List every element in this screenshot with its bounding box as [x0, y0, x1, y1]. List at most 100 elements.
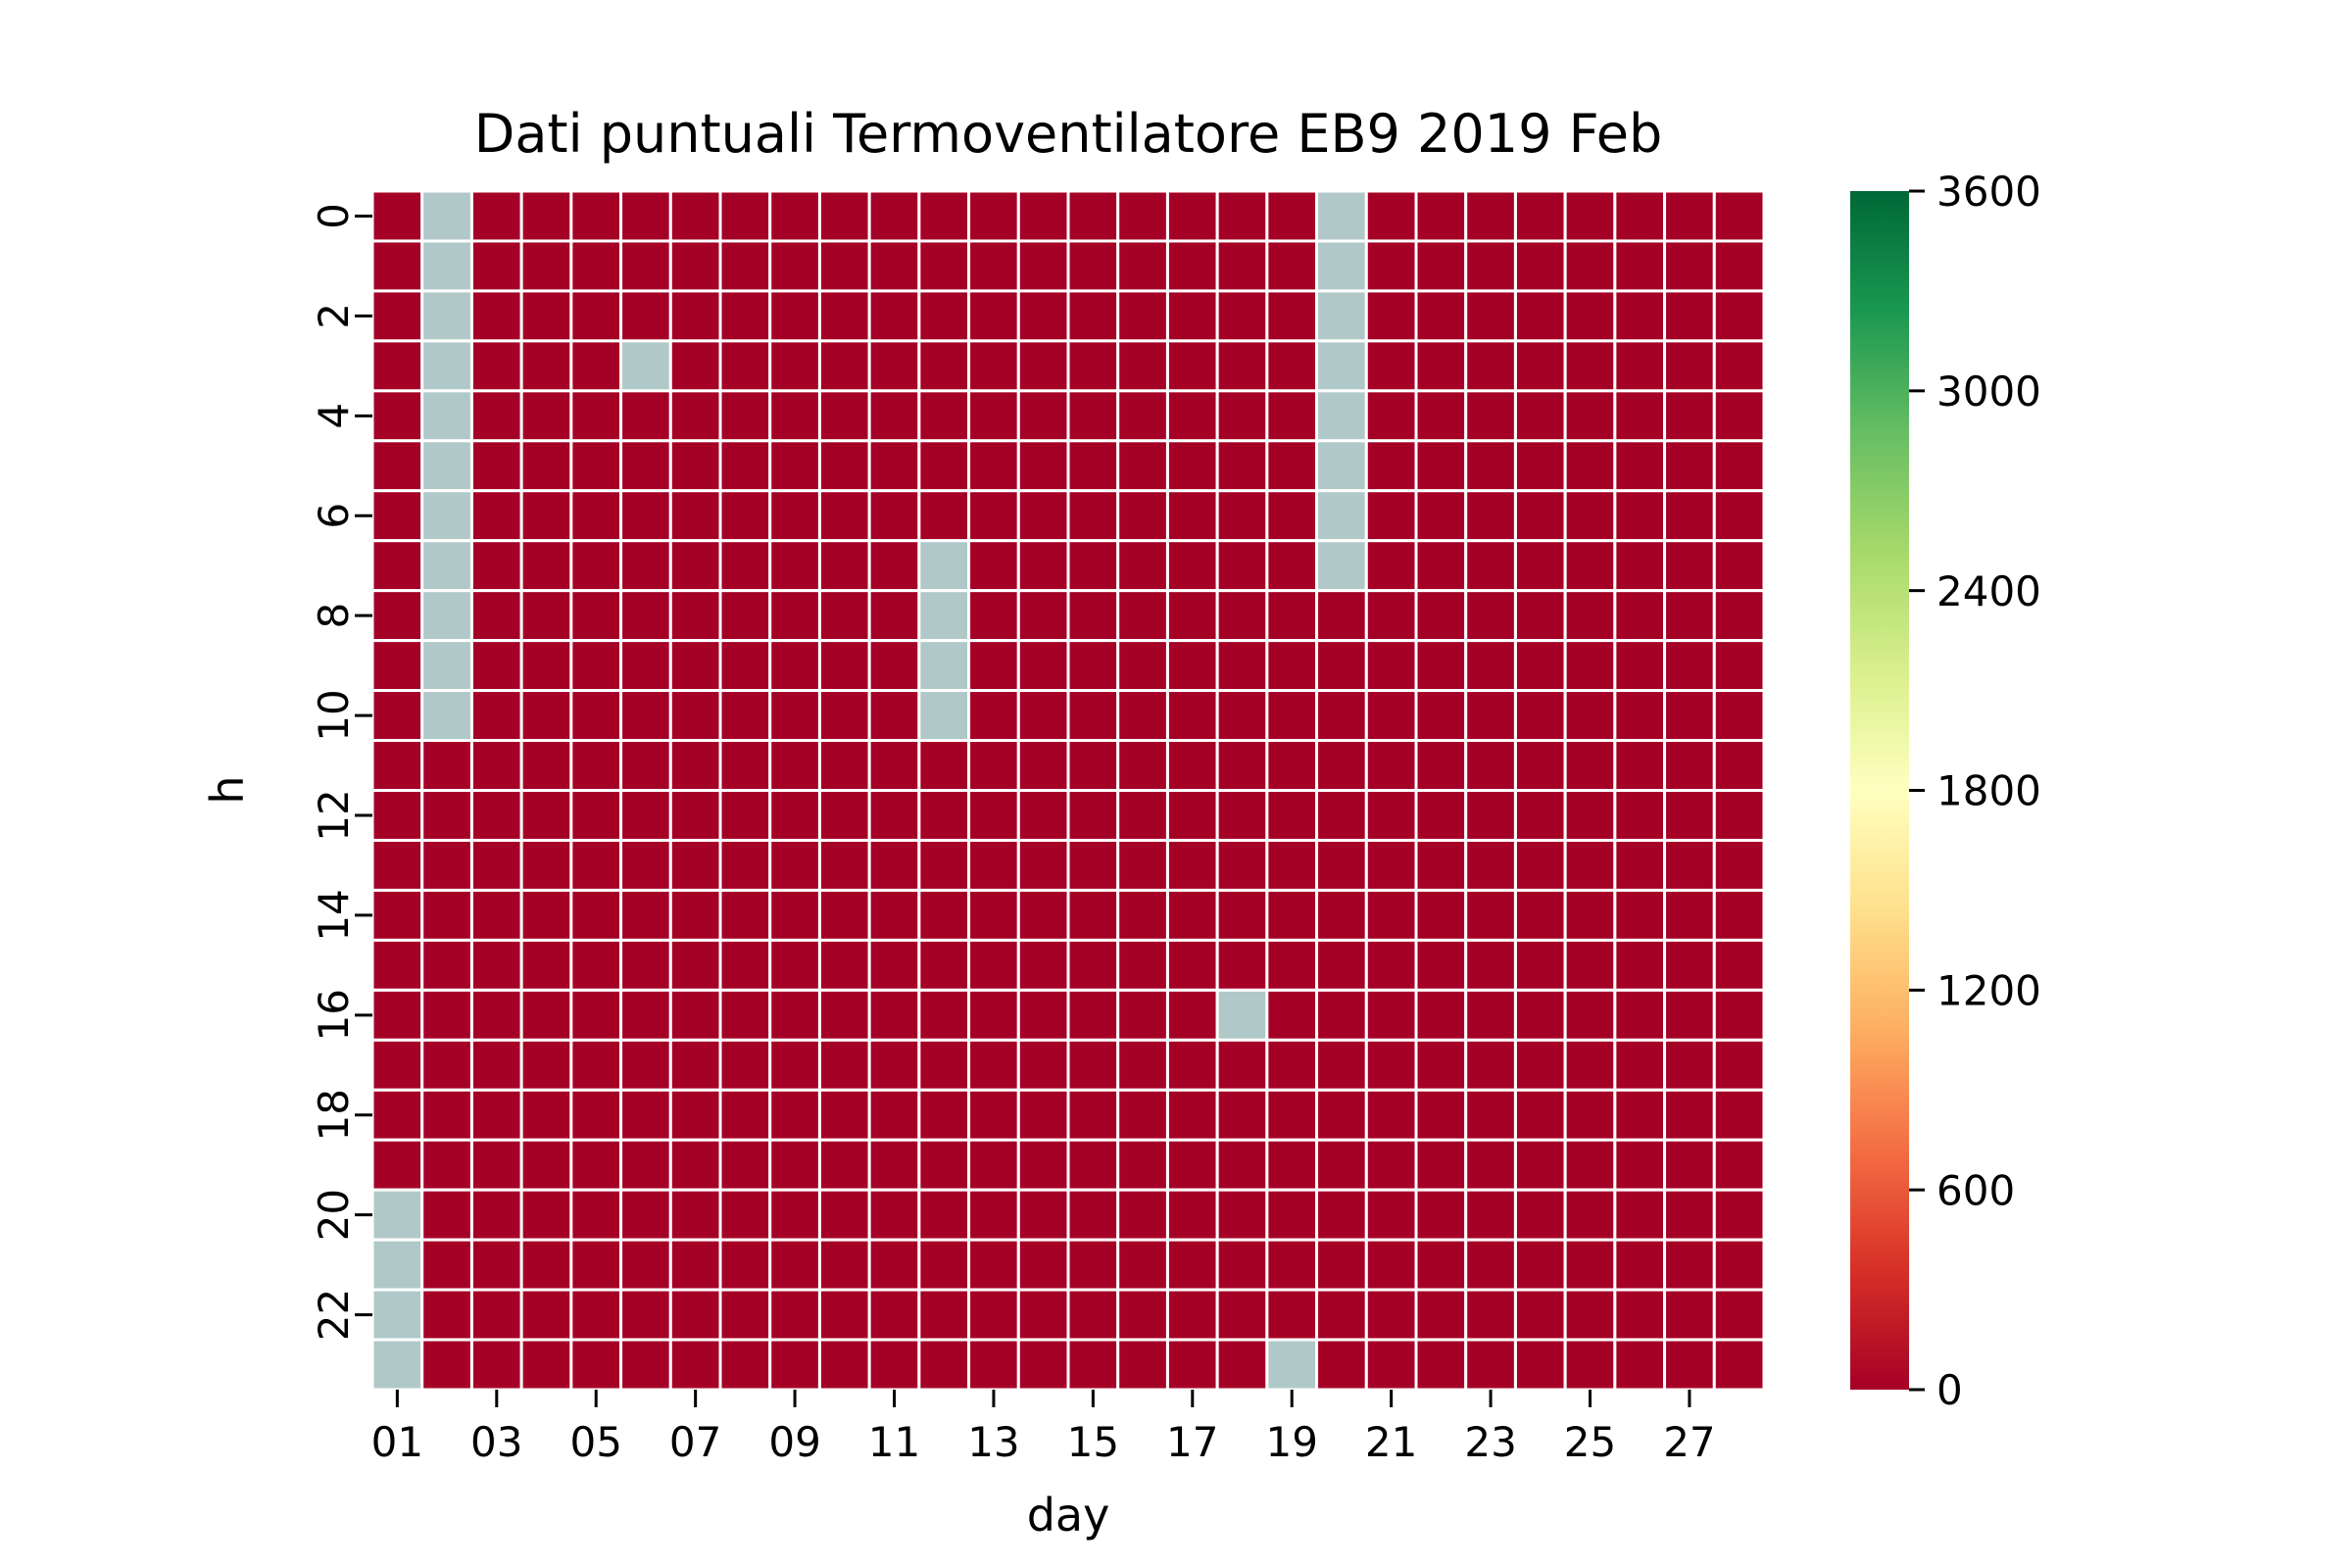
heatmap-cell-day-14-h-3	[1016, 339, 1070, 393]
heatmap-cell-day-22-h-0	[1414, 189, 1468, 243]
y-tick-label: 2	[310, 303, 358, 329]
heatmap-cell-day-16-h-17	[1116, 1038, 1169, 1092]
heatmap-cell-day-02-h-21	[420, 1238, 473, 1292]
y-axis: 0 2 4 6 8 10 12 14 16 18 20 22	[310, 203, 372, 1341]
heatmap-cell-day-24-h-17	[1513, 1038, 1567, 1092]
heatmap-cell-day-12-h-0	[917, 189, 971, 243]
heatmap-cell-day-13-h-12	[967, 789, 1020, 842]
heatmap-cell-day-08-h-23	[718, 1338, 772, 1392]
heatmap-cell-day-22-h-5	[1414, 439, 1468, 493]
heatmap-cell-day-24-h-20	[1513, 1188, 1567, 1242]
heatmap-cell-day-01-h-16	[370, 988, 424, 1042]
y-tick-label: 10	[310, 689, 358, 741]
heatmap-cell-day-12-h-11	[917, 739, 971, 793]
heatmap-cell-day-06-h-1	[619, 239, 672, 293]
heatmap-cell-day-14-h-13	[1016, 838, 1070, 892]
heatmap-cell-day-02-h-16	[420, 988, 473, 1042]
heatmap-cell-day-05-h-1	[569, 239, 623, 293]
y-tick-label: 22	[310, 1289, 358, 1341]
heatmap-cell-day-25-h-9	[1563, 639, 1617, 693]
heatmap-cell-day-21-h-22	[1364, 1288, 1418, 1342]
heatmap-cell-day-18-h-21	[1215, 1238, 1269, 1292]
heatmap-cell-day-27-h-18	[1663, 1088, 1716, 1142]
heatmap-cell-day-03-h-10	[469, 689, 523, 743]
heatmap-cell-day-19-h-13	[1265, 838, 1319, 892]
heatmap-cell-day-05-h-6	[569, 489, 623, 543]
y-tick-label: 16	[310, 989, 358, 1041]
heatmap-cell-day-10-h-6	[817, 489, 871, 543]
heatmap-cell-day-16-h-11	[1116, 739, 1169, 793]
x-axis: 01 03 05 07 09 11 13 15 17 19 21 23 25 27	[371, 1390, 1716, 1466]
heatmap-cell-day-11-h-7	[867, 539, 921, 593]
heatmap-cell-day-08-h-6	[718, 489, 772, 543]
heatmap-cell-day-16-h-8	[1116, 589, 1169, 643]
heatmap-cell-day-27-h-11	[1663, 739, 1716, 793]
heatmap-cell-day-08-h-8	[718, 589, 772, 643]
heatmap-cell-day-15-h-11	[1066, 739, 1120, 793]
heatmap-cell-day-15-h-2	[1066, 289, 1120, 343]
x-tick-label: 03	[470, 1418, 522, 1466]
heatmap-cell-day-14-h-10	[1016, 689, 1070, 743]
heatmap-cell-day-08-h-7	[718, 539, 772, 593]
x-tick-label: 11	[868, 1418, 920, 1466]
heatmap-cell-day-27-h-16	[1663, 988, 1716, 1042]
heatmap-cell-day-20-h-6	[1315, 489, 1368, 543]
heatmap-cell-day-07-h-10	[668, 689, 722, 743]
heatmap-cell-day-11-h-4	[867, 389, 921, 443]
heatmap-cell-day-26-h-10	[1613, 689, 1667, 743]
heatmap-cell-day-08-h-4	[718, 389, 772, 443]
heatmap-cell-day-16-h-1	[1116, 239, 1169, 293]
heatmap-cell-day-25-h-10	[1563, 689, 1617, 743]
y-tick-label: 20	[310, 1189, 358, 1241]
heatmap-cell-day-25-h-4	[1563, 389, 1617, 443]
heatmap-cell-day-24-h-9	[1513, 639, 1567, 693]
heatmap-cell-day-22-h-22	[1414, 1288, 1468, 1342]
heatmap-cell-day-05-h-22	[569, 1288, 623, 1342]
heatmap-cell-day-22-h-12	[1414, 789, 1468, 842]
heatmap-cell-day-24-h-5	[1513, 439, 1567, 493]
heatmap-cell-day-10-h-11	[817, 739, 871, 793]
heatmap-cell-day-04-h-9	[519, 639, 573, 693]
heatmap-cell-day-07-h-6	[668, 489, 722, 543]
x-tick-label: 05	[569, 1418, 621, 1466]
heatmap-cell-day-01-h-15	[370, 938, 424, 992]
heatmap-cell-day-23-h-14	[1464, 888, 1517, 942]
heatmap-cell-day-11-h-0	[867, 189, 921, 243]
heatmap-cell-day-12-h-22	[917, 1288, 971, 1342]
heatmap-cell-day-10-h-13	[817, 838, 871, 892]
heatmap-cell-day-11-h-20	[867, 1188, 921, 1242]
heatmap-cell-day-19-h-6	[1265, 489, 1319, 543]
heatmap-cell-day-22-h-4	[1414, 389, 1468, 443]
heatmap-cell-day-24-h-10	[1513, 689, 1567, 743]
heatmap-cell-day-02-h-22	[420, 1288, 473, 1342]
heatmap-cell-day-23-h-8	[1464, 589, 1517, 643]
heatmap-cell-day-16-h-5	[1116, 439, 1169, 493]
heatmap-cell-day-25-h-2	[1563, 289, 1617, 343]
heatmap-cell-day-21-h-5	[1364, 439, 1418, 493]
heatmap-cell-day-27-h-3	[1663, 339, 1716, 393]
heatmap-cell-day-18-h-7	[1215, 539, 1269, 593]
heatmap-cell-day-02-h-7	[420, 539, 473, 593]
heatmap-cell-day-09-h-19	[768, 1138, 821, 1192]
heatmap-cell-day-10-h-10	[817, 689, 871, 743]
heatmap-cell-day-14-h-14	[1016, 888, 1070, 942]
heatmap-cell-day-27-h-2	[1663, 289, 1716, 343]
heatmap-cell-day-02-h-5	[420, 439, 473, 493]
heatmap-cell-day-23-h-3	[1464, 339, 1517, 393]
heatmap-cell-day-17-h-6	[1165, 489, 1219, 543]
heatmap-cell-day-16-h-15	[1116, 938, 1169, 992]
heatmap-cell-day-04-h-0	[519, 189, 573, 243]
heatmap-cell-day-25-h-23	[1563, 1338, 1617, 1392]
heatmap-cell-day-09-h-8	[768, 589, 821, 643]
heatmap-cell-day-25-h-13	[1563, 838, 1617, 892]
heatmap-cell-day-23-h-9	[1464, 639, 1517, 693]
heatmap-cell-day-19-h-14	[1265, 888, 1319, 942]
heatmap-cell-day-14-h-5	[1016, 439, 1070, 493]
heatmap-cell-day-20-h-22	[1315, 1288, 1368, 1342]
heatmap-cell-day-26-h-1	[1613, 239, 1667, 293]
heatmap-cell-day-12-h-18	[917, 1088, 971, 1142]
heatmap-cell-day-19-h-5	[1265, 439, 1319, 493]
heatmap-cell-day-03-h-23	[469, 1338, 523, 1392]
heatmap-cell-day-24-h-1	[1513, 239, 1567, 293]
heatmap-cell-day-16-h-4	[1116, 389, 1169, 443]
